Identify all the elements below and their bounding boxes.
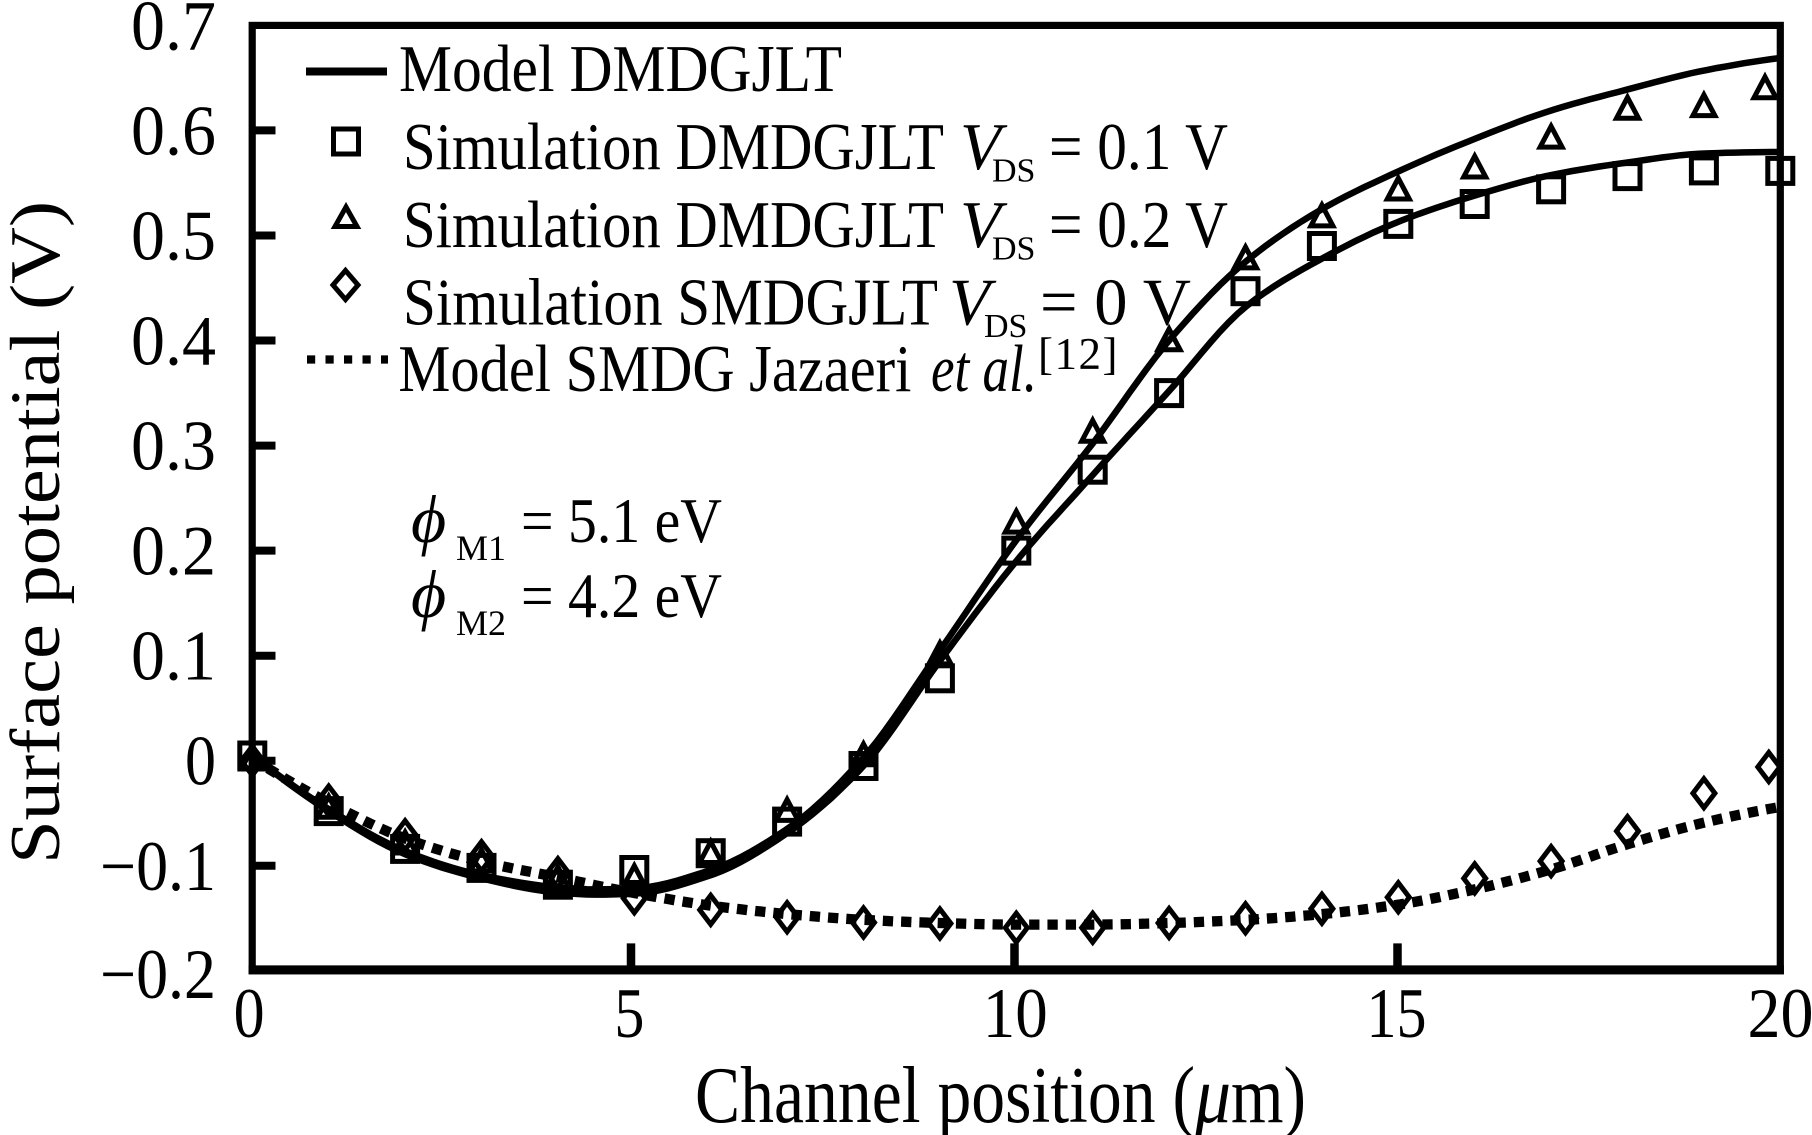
svg-text:μ: μ <box>1194 1052 1231 1135</box>
svg-text:ϕ: ϕ <box>411 556 446 632</box>
svg-text:0.2: 0.2 <box>131 513 216 591</box>
svg-text:0.7: 0.7 <box>131 0 216 65</box>
svg-text:M2: M2 <box>456 603 506 643</box>
svg-text:10: 10 <box>983 975 1048 1053</box>
svg-text:Simulation DMDGJLT: Simulation DMDGJLT <box>403 110 944 184</box>
svg-text:= 0 V: = 0 V <box>1040 265 1191 339</box>
svg-text:V: V <box>960 110 1008 184</box>
svg-text:ϕ: ϕ <box>411 481 446 557</box>
svg-text:Model SMDG Jazaeri: Model SMDG Jazaeri <box>398 332 911 406</box>
svg-text:Surface potential (V): Surface potential (V) <box>0 201 75 864</box>
svg-text:15: 15 <box>1367 975 1427 1053</box>
svg-text:V: V <box>949 265 997 339</box>
svg-text:DS: DS <box>992 230 1035 267</box>
svg-text:5: 5 <box>614 975 644 1053</box>
svg-text:V: V <box>960 188 1008 262</box>
svg-text:= 0.1 V: = 0.1 V <box>1049 110 1228 184</box>
svg-text:Channel position (: Channel position ( <box>695 1052 1195 1135</box>
svg-text:et al.: et al. <box>931 332 1037 406</box>
svg-text:0.4: 0.4 <box>131 303 216 381</box>
svg-text:0.3: 0.3 <box>131 408 216 486</box>
svg-text:0.5: 0.5 <box>131 198 216 276</box>
svg-text:DS: DS <box>992 153 1035 190</box>
svg-text:−0.1: −0.1 <box>100 828 216 906</box>
svg-text:= 5.1 eV: = 5.1 eV <box>521 485 722 556</box>
svg-text:Simulation SMDGJLT: Simulation SMDGJLT <box>403 265 938 339</box>
svg-text:= 4.2 eV: = 4.2 eV <box>521 560 722 631</box>
svg-text:0.1: 0.1 <box>131 618 216 696</box>
svg-text:Model DMDGJLT: Model DMDGJLT <box>399 32 842 106</box>
svg-text:0: 0 <box>185 723 216 801</box>
svg-text:0.6: 0.6 <box>131 92 216 170</box>
svg-text:Simulation DMDGJLT: Simulation DMDGJLT <box>403 188 944 262</box>
svg-text:M1: M1 <box>456 528 506 568</box>
svg-text:−0.2: −0.2 <box>100 936 216 1014</box>
svg-text:[12]: [12] <box>1038 329 1119 379</box>
svg-text:m): m) <box>1231 1052 1306 1135</box>
svg-text:= 0.2 V: = 0.2 V <box>1049 188 1228 262</box>
svg-text:DS: DS <box>984 308 1027 345</box>
svg-text:20: 20 <box>1748 975 1812 1053</box>
svg-text:0: 0 <box>234 975 265 1053</box>
